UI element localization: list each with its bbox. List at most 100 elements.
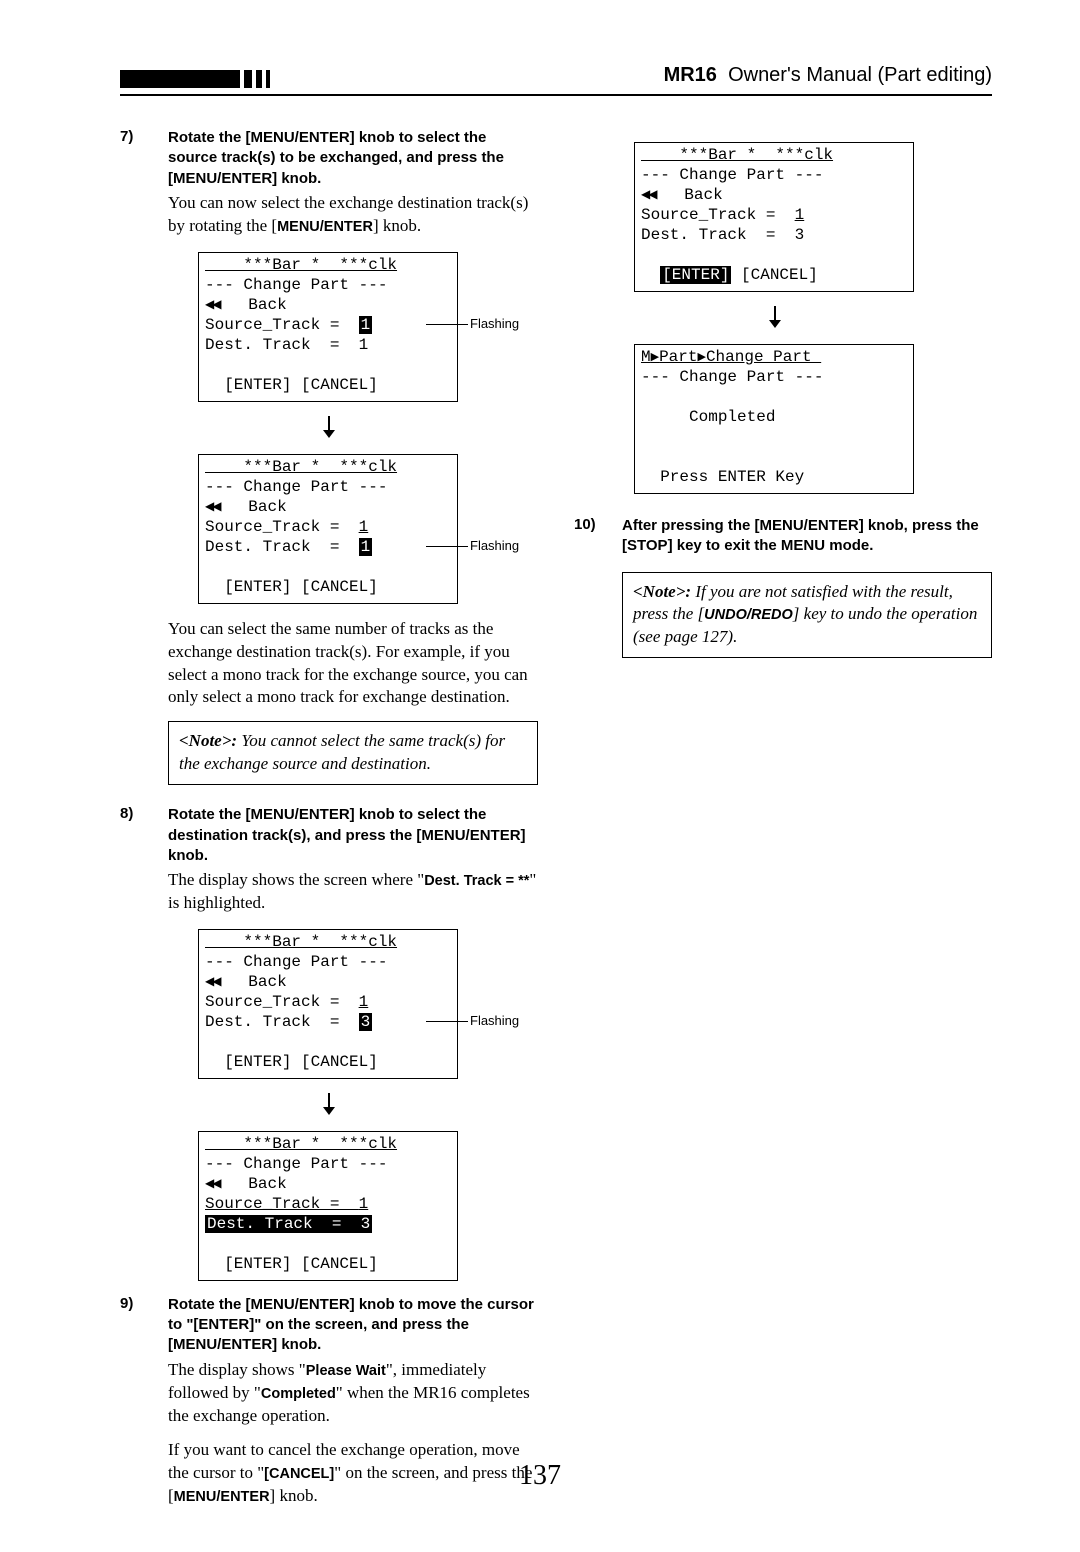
back-icon [205,973,219,991]
lcd-line: [ENTER] [CANCEL] [205,376,378,394]
right-column: ***Bar * ***clk --- Change Part --- Back… [574,128,992,1512]
back-icon [641,186,655,204]
lcd-figure: ***Bar * ***clk --- Change Part --- Back… [198,1131,538,1281]
lcd-line: ***Bar * ***clk [205,933,397,951]
callout-line [426,1021,468,1022]
key-label: Completed [261,1386,336,1402]
lcd-line: Completed [641,408,775,426]
lcd-figure: ***Bar * ***clk --- Change Part --- Back… [198,252,538,402]
header-ornament [244,70,252,88]
text: The display shows " [168,1360,306,1379]
lcd-line: Source_Track = [641,206,795,224]
key-label: UNDO/REDO [704,607,793,623]
lcd-screen: ***Bar * ***clk --- Change Part --- Back… [198,454,458,604]
lcd-figure: ***Bar * ***clk --- Change Part --- Back… [198,454,538,604]
lcd-line: Source_Track = [205,518,359,536]
step-number: 10) [574,516,622,560]
lcd-highlight: Dest. Track = 3 [205,1215,372,1233]
flashing-label: Flashing [470,538,519,553]
lcd-highlight: [ENTER] [660,266,731,284]
lcd-line: --- Change Part --- [641,368,823,386]
lcd-line: [ENTER] [CANCEL] [205,578,378,596]
key-label: Please Wait [306,1363,386,1379]
lcd-line: [ENTER] [CANCEL] [205,1255,378,1273]
step-heading: After pressing the [MENU/ENTER] knob, pr… [622,516,992,557]
lcd-line: --- Change Part --- [205,953,387,971]
lcd-line: Dest. Track = [205,538,359,556]
page-number: 137 [0,1460,1080,1492]
header-title: MR16 Owner's Manual (Part editing) [664,64,992,87]
product-name: MR16 [664,64,717,86]
lcd-line: ***Bar * ***clk [641,146,833,164]
step-10: 10) After pressing the [MENU/ENTER] knob… [574,516,992,560]
header-rule [120,94,992,96]
text: The display shows the screen where " [168,870,424,889]
lcd-line: Back [219,1175,286,1193]
lcd-screen: ***Bar * ***clk --- Change Part --- Back… [198,929,458,1079]
step-heading: Rotate the [MENU/ENTER] knob to move the… [168,1295,538,1356]
back-icon [205,1175,219,1193]
arrow-down-icon [198,1093,458,1117]
step-text: You can now select the exchange destinat… [168,192,538,238]
step-number: 7) [120,128,168,238]
lcd-value: 3 [795,226,805,244]
manual-section: Owner's Manual (Part editing) [728,64,992,86]
step-number: 8) [120,805,168,915]
lcd-highlight: 1 [359,538,373,556]
lcd-figure: ***Bar * ***clk --- Change Part --- Back… [198,929,538,1079]
lcd-line: Source_Track = [205,316,359,334]
left-column: 7) Rotate the [MENU/ENTER] knob to selec… [120,128,538,1512]
lcd-line: Dest. Track = [641,226,795,244]
lcd-line: Back [219,296,286,314]
lcd-line [641,266,660,284]
text: ] knob. [373,216,421,235]
lcd-line: --- Change Part --- [205,1155,387,1173]
lcd-line: ***Bar * ***clk [205,256,397,274]
lcd-value: 1 [359,518,369,536]
arrow-down-icon [198,416,458,440]
key-label: Dest. Track = ** [424,873,529,889]
note-label: <Note>: [633,582,691,601]
key-label: MENU/ENTER [277,219,373,235]
back-icon [205,296,219,314]
lcd-line: --- Change Part --- [205,276,387,294]
step-text: The display shows the screen where "Dest… [168,869,538,915]
step-7: 7) Rotate the [MENU/ENTER] knob to selec… [120,128,538,238]
lcd-screen: ***Bar * ***clk --- Change Part --- Back… [634,142,914,292]
chevron-right-icon [697,348,705,366]
lcd-screen: ***Bar * ***clk --- Change Part --- Back… [198,1131,458,1281]
lcd-line: Source_Track = [205,993,359,1011]
lcd-figure: ***Bar * ***clk --- Change Part --- Back… [634,142,992,292]
lcd-screen: ***Bar * ***clk --- Change Part --- Back… [198,252,458,402]
flashing-label: Flashing [470,316,519,331]
lcd-line: Back [219,498,286,516]
lcd-line: Back [219,973,286,991]
lcd-highlight: 3 [359,1013,373,1031]
lcd-line: Press ENTER Key [641,468,804,486]
arrow-down-icon [634,306,914,330]
step-8: 8) Rotate the [MENU/ENTER] knob to selec… [120,805,538,915]
step-heading: Rotate the [MENU/ENTER] knob to select t… [168,128,538,189]
note-label: <Note>: [179,731,237,750]
header-ornament [266,70,270,88]
lcd-screen: MPartChange Part --- Change Part --- Com… [634,344,914,494]
lcd-value: 1 [795,206,805,224]
lcd-highlight: 1 [359,316,373,334]
callout-line [426,546,468,547]
note-box: <Note>: If you are not satisfied with th… [622,572,992,659]
lcd-value: 1 [359,1195,369,1213]
lcd-value: 1 [359,993,369,1011]
lcd-figure: MPartChange Part --- Change Part --- Com… [634,344,992,494]
chevron-right-icon [651,348,659,366]
step-paragraph: You can select the same number of tracks… [168,618,538,710]
lcd-line: Back [655,186,722,204]
lcd-line: Dest. Track = [205,1013,359,1031]
lcd-line: [CANCEL] [731,266,817,284]
back-icon [205,498,219,516]
header-ornament [120,70,240,88]
lcd-line: [ENTER] [CANCEL] [205,1053,378,1071]
flashing-label: Flashing [470,1013,519,1028]
lcd-line: --- Change Part --- [641,166,823,184]
page-header: MR16 Owner's Manual (Part editing) [120,60,992,100]
lcd-line: Source_Track = [205,1195,359,1213]
